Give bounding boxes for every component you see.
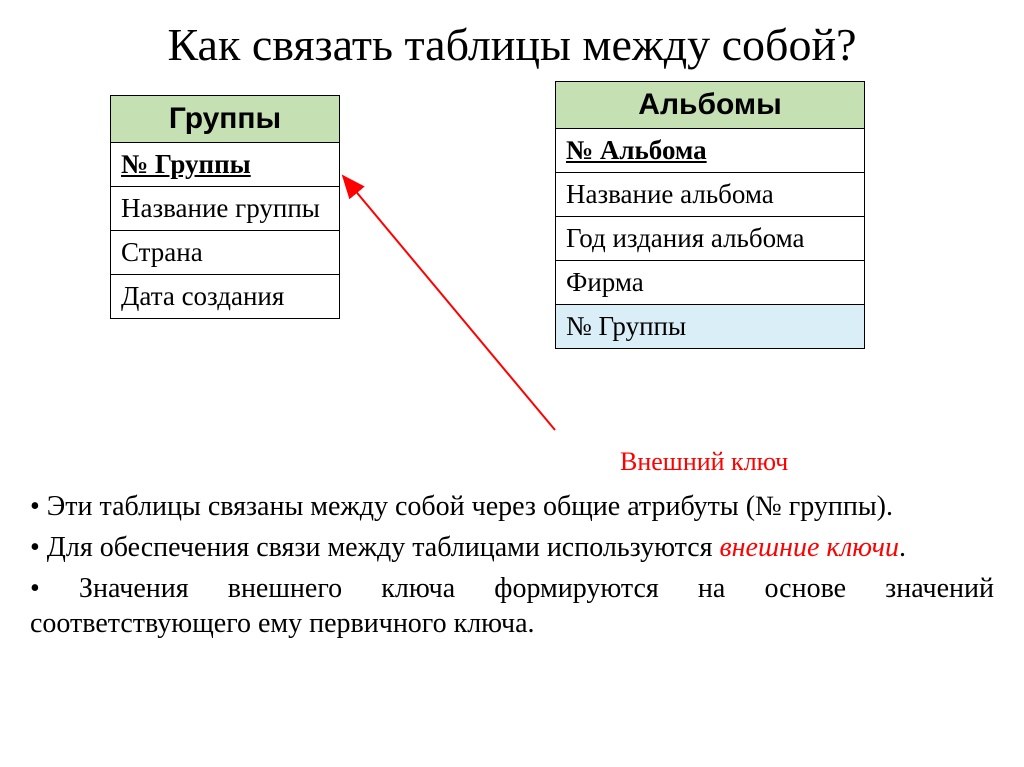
tables-area: Группы № ГруппыНазвание группыСтранаДата… [0,81,1024,481]
page-title: Как связать таблицы между собой? [0,0,1024,81]
table-albums-field-1: Название альбома [556,173,865,217]
bullet-0: • Эти таблицы связаны между собой через … [30,489,994,524]
bullets-area: • Эти таблицы связаны между собой через … [0,481,1024,641]
table-albums-field-4: № Группы [556,305,865,349]
table-groups-field-0: № Группы [111,143,340,187]
bullet-emph-1: внешние ключи [720,532,900,563]
table-groups-field-1: Название группы [111,187,340,231]
table-albums-field-3: Фирма [556,261,865,305]
table-albums: Альбомы № АльбомаНазвание альбомаГод изд… [555,81,865,349]
table-albums-field-0: № Альбома [556,129,865,173]
table-groups-header: Группы [111,96,340,143]
foreign-key-label: Внешний ключ [620,447,788,477]
table-groups-field-2: Страна [111,231,340,275]
bullet-1: • Для обеспечения связи между таблицами … [30,530,994,565]
table-albums-header: Альбомы [556,82,865,129]
table-groups-field-3: Дата создания [111,275,340,319]
bullet-2: • Значения внешнего ключа формируются на… [30,571,994,641]
table-groups: Группы № ГруппыНазвание группыСтранаДата… [110,95,340,319]
table-albums-field-2: Год издания альбома [556,217,865,261]
